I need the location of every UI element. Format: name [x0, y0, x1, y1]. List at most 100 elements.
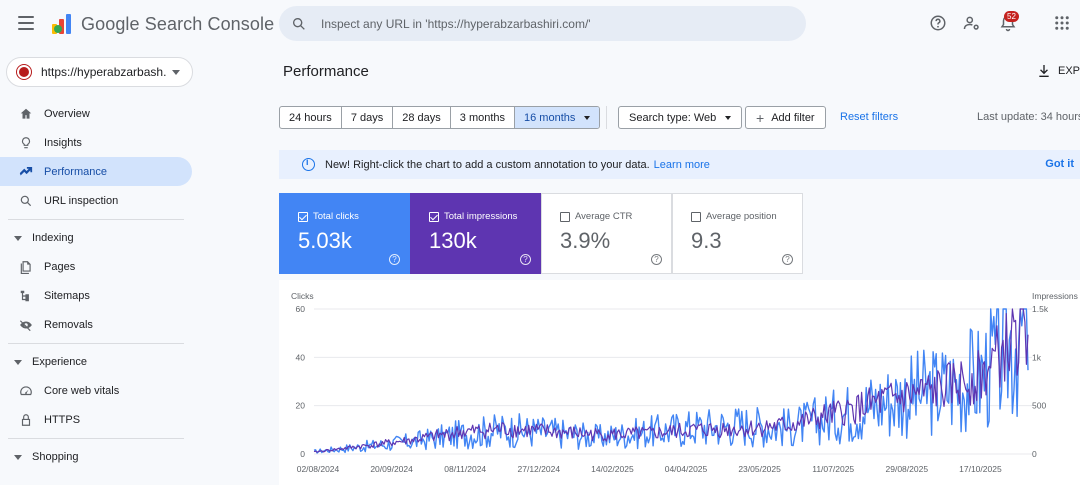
left-tick-label: 20 [296, 401, 306, 411]
sidebar-item-label: Pages [44, 260, 76, 273]
checkbox-checked-icon[interactable] [429, 211, 439, 222]
search-type-filter[interactable]: Search type: Web [618, 106, 743, 129]
x-tick-label: 11/07/2025 [812, 464, 854, 474]
banner-text: New! Right-click the chart to add a cust… [325, 158, 650, 171]
chevron-down-icon [725, 115, 732, 120]
pages-icon [18, 259, 34, 275]
home-icon [18, 106, 34, 122]
filter-divider [606, 106, 607, 129]
x-tick-label: 14/02/2025 [591, 464, 634, 474]
section-shopping[interactable]: Shopping [0, 443, 192, 471]
notification-count-badge: 52 [1004, 11, 1019, 22]
left-tick-label: 0 [300, 449, 305, 459]
sidebar-item-label: Removals [44, 318, 93, 331]
chevron-down-icon [14, 454, 22, 460]
help-icon[interactable] [929, 14, 947, 32]
sidebar-item-core-web-vitals[interactable]: Core web vitals [0, 376, 192, 405]
section-label: Indexing [32, 232, 74, 244]
info-icon [302, 157, 315, 171]
sidebar-item-label: Performance [44, 165, 107, 178]
sidebar-item-performance[interactable]: Performance [0, 157, 192, 186]
sidebar-item-url-inspection[interactable]: URL inspection [0, 186, 192, 215]
metric-value: 5.03k [298, 228, 352, 253]
export-label: EXPO [1058, 65, 1080, 77]
sidebar-divider [8, 219, 184, 220]
section-indexing[interactable]: Indexing [0, 224, 192, 252]
metric-label-row: Total impressions [429, 211, 540, 222]
section-label: Shopping [32, 451, 79, 463]
sidebar: Google Search Console https://hyperabzar… [0, 0, 274, 485]
add-filter-button[interactable]: + Add filter [745, 106, 826, 129]
url-inspection-search[interactable] [279, 6, 806, 41]
range-28-days[interactable]: 28 days [393, 107, 451, 128]
menu-icon[interactable] [18, 16, 34, 30]
property-url: https://hyperabzarbash... [41, 65, 166, 79]
learn-more-link[interactable]: Learn more [653, 158, 710, 171]
range-16-months[interactable]: 16 months [515, 107, 600, 128]
sidebar-item-label: Overview [44, 107, 90, 120]
metric-label: Average position [706, 211, 777, 222]
chevron-down-icon [172, 69, 180, 75]
range-3-months[interactable]: 3 months [451, 107, 516, 128]
property-selector[interactable]: https://hyperabzarbash... [6, 57, 193, 87]
x-tick-label: 23/05/2025 [738, 464, 781, 474]
page-title: Performance [283, 63, 369, 80]
sidebar-item-https[interactable]: HTTPS [0, 405, 192, 434]
speed-icon [18, 383, 34, 399]
metric-value: 3.9% [560, 228, 611, 253]
section-experience[interactable]: Experience [0, 348, 192, 376]
metric-card-total-impressions[interactable]: Total impressions 130k ? [410, 193, 541, 274]
x-tick-label: 27/12/2024 [518, 464, 561, 474]
x-tick-label: 02/08/2024 [297, 464, 340, 474]
left-tick-label: 60 [296, 304, 306, 314]
right-tick-label: 500 [1032, 401, 1046, 411]
left-tick-label: 40 [296, 352, 306, 362]
chevron-down-icon [584, 115, 591, 120]
metric-card-total-clicks[interactable]: Total clicks 5.03k ? [279, 193, 410, 274]
got-it-button[interactable]: Got it [1045, 158, 1074, 170]
sitemap-icon [18, 288, 34, 304]
metric-card-average-ctr[interactable]: Average CTR 3.9% ? [541, 193, 672, 274]
checkbox-unchecked-icon[interactable] [691, 211, 701, 222]
search-input[interactable] [321, 16, 761, 31]
range-24-hours[interactable]: 24 hours [280, 107, 342, 128]
performance-chart-panel[interactable]: 60 1.5k 40 1k 20 500 0 0 Clicks Impressions 02/08/… [279, 280, 1080, 485]
metric-label-row: Total clicks [298, 211, 409, 222]
metric-label: Total clicks [313, 211, 359, 222]
help-icon[interactable]: ? [782, 254, 793, 265]
app-title: Google Search Console [81, 14, 275, 34]
export-button[interactable]: EXPO [1036, 63, 1080, 79]
metric-value: 9.3 [691, 228, 722, 253]
metric-card-average-position[interactable]: Average position 9.3 ? [672, 193, 803, 274]
checkbox-checked-icon[interactable] [298, 211, 308, 222]
metric-label: Total impressions [444, 211, 518, 222]
sidebar-item-sitemaps[interactable]: Sitemaps [0, 281, 192, 310]
sidebar-item-insights[interactable]: Insights [0, 128, 192, 157]
apps-grid-icon[interactable] [1053, 14, 1071, 32]
performance-chart[interactable]: 60 1.5k 40 1k 20 500 0 0 Clicks Impressions 02/08/… [279, 280, 1080, 485]
right-axis-label: Impressions [1032, 291, 1078, 301]
range-label: 16 months [524, 111, 576, 124]
sidebar-item-removals[interactable]: Removals [0, 310, 192, 339]
help-icon[interactable]: ? [520, 254, 531, 265]
checkbox-unchecked-icon[interactable] [560, 211, 570, 222]
right-tick-label: 1k [1032, 352, 1042, 362]
lightbulb-icon [18, 135, 34, 151]
help-icon[interactable]: ? [389, 254, 400, 265]
help-icon[interactable]: ? [651, 254, 662, 265]
reset-filters-link[interactable]: Reset filters [840, 111, 899, 123]
sidebar-item-overview[interactable]: Overview [0, 99, 192, 128]
annotation-banner: New! Right-click the chart to add a cust… [279, 150, 1080, 179]
chevron-down-icon [14, 235, 22, 241]
trending-up-icon [18, 164, 34, 180]
metric-value: 130k [429, 228, 477, 253]
sidebar-divider [8, 438, 184, 439]
x-tick-label: 17/10/2025 [959, 464, 1002, 474]
x-tick-label: 04/04/2025 [665, 464, 708, 474]
property-favicon-icon [17, 65, 31, 79]
metric-cards: Total clicks 5.03k ? Total impressions 1… [279, 193, 803, 274]
sidebar-item-pages[interactable]: Pages [0, 252, 192, 281]
range-7-days[interactable]: 7 days [342, 107, 394, 128]
lock-icon [18, 412, 34, 428]
manage-users-icon[interactable] [963, 14, 981, 32]
